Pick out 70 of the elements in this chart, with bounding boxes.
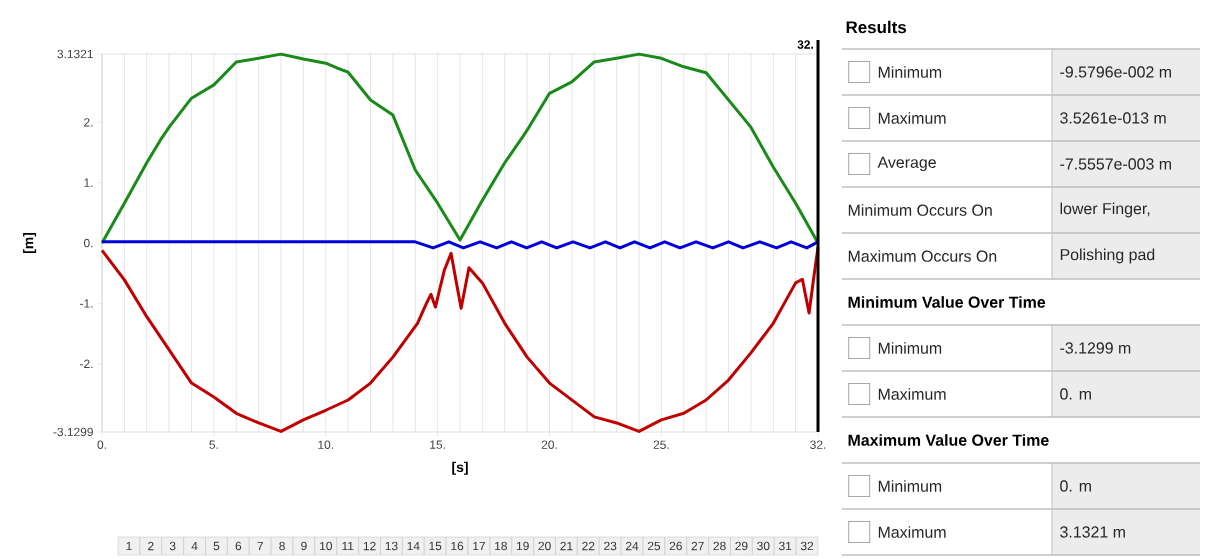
text: 27	[691, 541, 704, 551]
text: 19	[516, 541, 529, 551]
x-tick-label: 5.	[209, 440, 218, 449]
text: Minimum Occurs On	[848, 204, 992, 216]
text: 26	[669, 541, 682, 551]
text: lower Finger,	[1060, 202, 1150, 218]
text: 1	[126, 541, 132, 551]
text: 12	[363, 541, 376, 551]
text: 7	[257, 541, 263, 551]
text: 17	[473, 541, 485, 551]
y-tick-label: 3.1321	[57, 49, 93, 59]
text: 18	[495, 541, 507, 551]
y-tick-label: -3.1299	[53, 427, 93, 437]
text: 11	[342, 541, 354, 551]
text: 15	[429, 541, 442, 551]
text: 3.5261e-013 m	[1060, 112, 1166, 124]
x-tick-label: 25.	[653, 440, 669, 449]
text: 23	[604, 541, 617, 551]
text: 24	[626, 541, 639, 551]
text: Minimum	[878, 480, 942, 492]
text: Polishing pad	[1060, 248, 1155, 264]
text: Results	[846, 20, 907, 34]
text: 0. m	[1060, 388, 1091, 400]
text: Maximum Occurs On	[848, 250, 997, 262]
text: Average	[877, 156, 936, 172]
text: 25	[647, 541, 661, 551]
x-tick-label: 32.	[810, 440, 826, 449]
text: 3.1321 m	[1060, 526, 1125, 538]
y-tick-label: 2.	[84, 118, 93, 127]
text: -9.5796e-002 m	[1060, 66, 1171, 78]
x-tick-label: 0.	[97, 440, 106, 449]
text: 16	[451, 541, 464, 551]
x-axis-title: [s]	[452, 461, 468, 475]
text: 28	[713, 541, 726, 551]
text: Maximum	[878, 526, 946, 538]
x-tick-label: 10.	[318, 440, 333, 449]
text: 10	[320, 541, 333, 551]
text: Maximum	[878, 112, 946, 124]
text: 31	[779, 541, 792, 551]
text: 14	[407, 541, 420, 551]
text: Minimum	[878, 66, 942, 78]
text: 32	[800, 541, 814, 551]
y-tick-label: -2.	[80, 359, 93, 368]
text: 9	[301, 541, 307, 551]
text: 29	[735, 541, 748, 551]
text: -3.1299 m	[1060, 342, 1131, 354]
text: Minimum	[878, 342, 942, 354]
text: 8	[279, 541, 285, 551]
ref-line-label: 32.	[797, 40, 813, 49]
text: 22	[582, 541, 595, 551]
y-axis-title: [m]	[23, 232, 37, 254]
text: 4	[191, 541, 198, 551]
text: 20	[538, 541, 551, 551]
y-tick-label: 0.	[83, 238, 93, 248]
text: Minimum Value Over Time	[848, 296, 1046, 308]
text: Maximum Value Over Time	[848, 434, 1049, 446]
text: 13	[385, 541, 398, 551]
y-tick-label: 1.	[84, 178, 93, 187]
x-tick-label: 20.	[541, 440, 557, 449]
x-tick-label: 15.	[430, 440, 445, 449]
text: 2	[148, 541, 154, 551]
text: 3	[169, 541, 176, 551]
text: 6	[235, 541, 242, 551]
text: 5	[213, 541, 220, 551]
text: 21	[560, 541, 573, 551]
text: Maximum	[878, 388, 946, 400]
text: 30	[757, 541, 770, 551]
text: -7.5557e-003 m	[1060, 158, 1171, 170]
text: 0. m	[1060, 480, 1091, 492]
y-tick-label: -1.	[80, 299, 93, 308]
